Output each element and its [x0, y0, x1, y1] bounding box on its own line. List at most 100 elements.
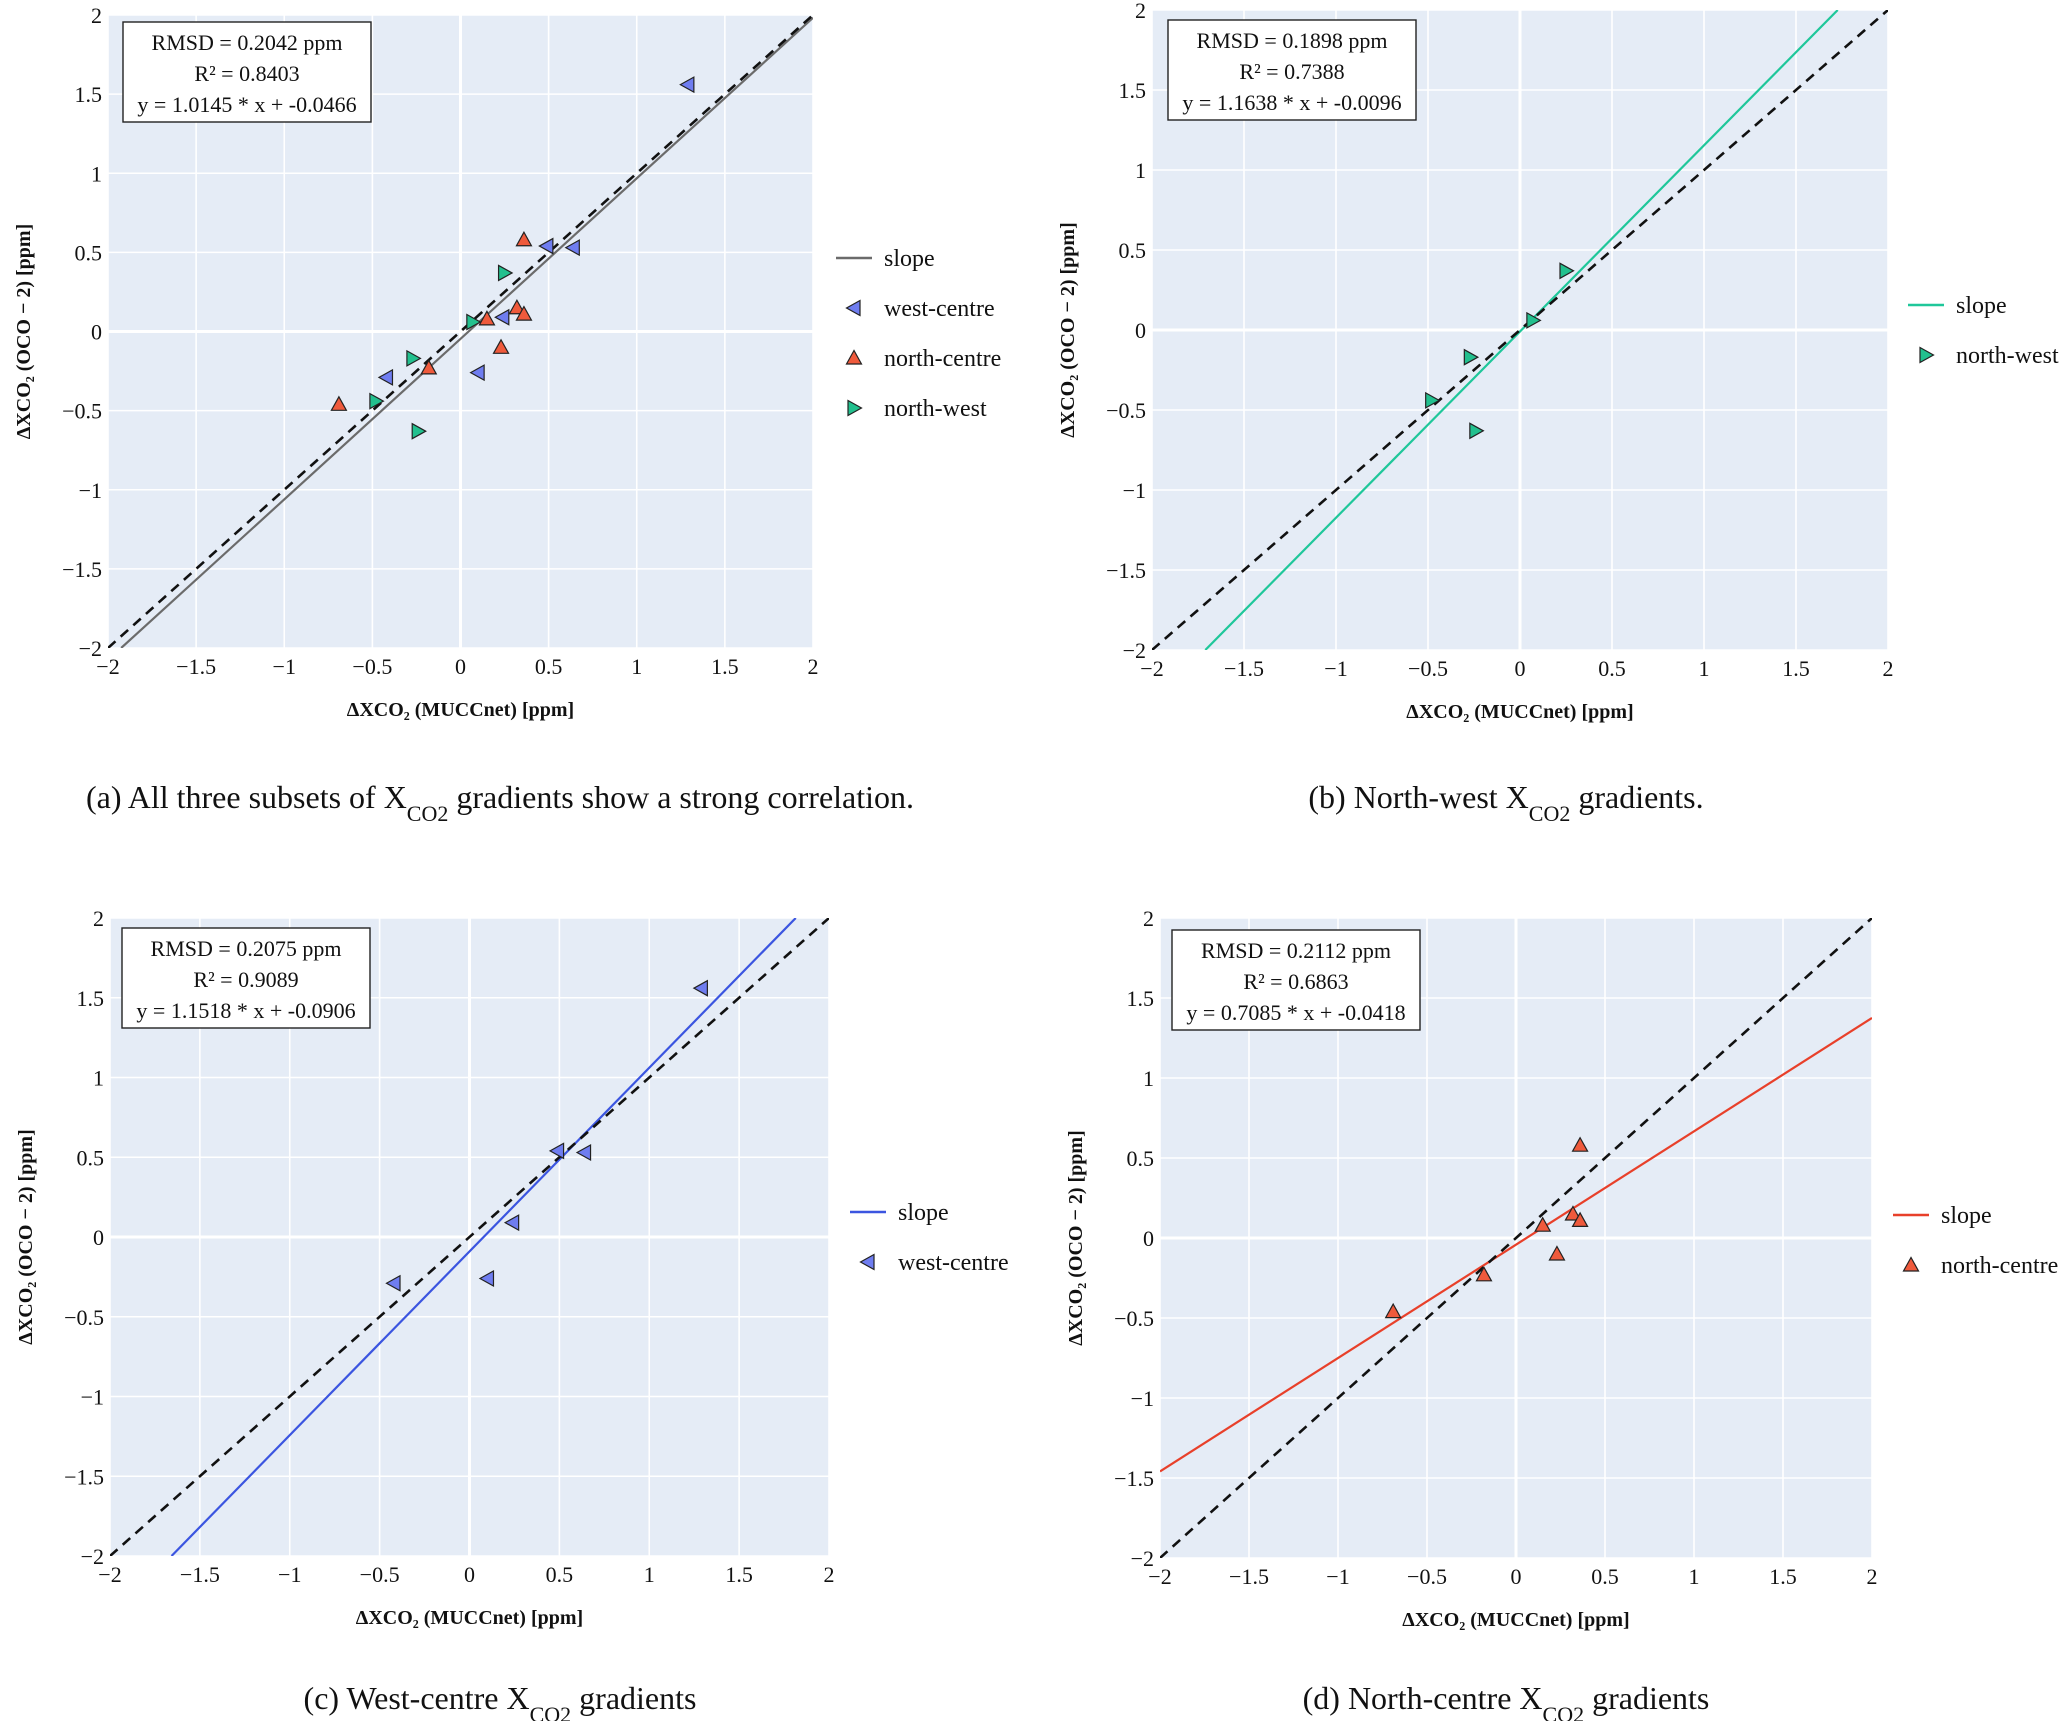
- line-layer: [1152, 10, 1888, 650]
- y-tick-label: −0.5: [1114, 1306, 1154, 1331]
- x-tick-label: −0.5: [1407, 1564, 1447, 1589]
- line-layer: [110, 918, 829, 1556]
- x-tick-label: −1.5: [180, 1562, 220, 1587]
- data-point-north-west: [406, 349, 422, 367]
- x-tick-label: 0: [464, 1562, 475, 1587]
- data-point-west-centre: [494, 308, 510, 326]
- y-tick-label: −2: [79, 636, 102, 661]
- stats-line: y = 1.1518 * x + -0.0906: [136, 998, 355, 1023]
- data-point-west-centre: [679, 76, 695, 94]
- y-tick-label: −2: [81, 1544, 104, 1569]
- stats-line: RMSD = 0.1898 ppm: [1197, 28, 1388, 53]
- data-point-north-west: [466, 313, 482, 331]
- chart-panel-c: −2 −1.5 −1 −0.5 0 0.5 1 1.5 2 −2 −1.5 −1 −0.5 0 0.5 1 1.…: [15, 906, 1009, 1721]
- data-point-north-west: [1469, 422, 1485, 440]
- stats-line: R² = 0.6863: [1243, 969, 1348, 994]
- legend-label: slope: [1956, 293, 2007, 319]
- identity-line: [1160, 918, 1872, 1558]
- legend-label: slope: [1941, 1203, 1992, 1229]
- y-axis-label: ΔXCO₂ (OCO − 2) [ppm]: [1057, 222, 1079, 437]
- data-point-north-centre: [515, 305, 533, 321]
- stats-line: RMSD = 0.2075 ppm: [151, 936, 342, 961]
- chart-panel-d: −2 −1.5 −1 −0.5 0 0.5 1 1.5 2 −2 −1.5 −1 −0.5 0 0.5 1 1.…: [1065, 906, 2058, 1721]
- y-tick-label: −1.5: [1106, 558, 1146, 583]
- slope-line: [120, 16, 813, 648]
- stats-line: y = 1.1638 * x + -0.0096: [1182, 90, 1401, 115]
- caption-text: gradients.: [1570, 779, 1703, 815]
- x-tick-label: −2: [98, 1562, 121, 1587]
- y-tick-label: −1.5: [62, 557, 102, 582]
- caption-text: gradients: [571, 1680, 696, 1716]
- y-tick-label: 2: [1143, 906, 1154, 931]
- legend-label: north-centre: [884, 346, 1001, 372]
- x-tick-label: −2: [1148, 1564, 1171, 1589]
- y-tick-label: 2: [1135, 0, 1146, 23]
- stats-line: R² = 0.8403: [194, 61, 299, 86]
- legend-swatch-north-centre: [1902, 1256, 1920, 1272]
- y-axis-label: ΔXCO₂ (OCO − 2) [ppm]: [1065, 1130, 1087, 1345]
- figure-caption: (d) North-centre XCO2 gradients: [1303, 1680, 1710, 1721]
- stats-box: [121, 927, 371, 1029]
- data-point-north-west: [369, 392, 385, 410]
- data-point-west-centre: [469, 364, 485, 382]
- stats-box: [1167, 19, 1417, 121]
- caption-text: gradients: [1584, 1680, 1709, 1716]
- legend-label: slope: [884, 246, 935, 272]
- y-tick-label: −1: [1123, 478, 1146, 503]
- y-tick-label: −1.5: [1114, 1466, 1154, 1491]
- legend-label: north-centre: [1941, 1253, 2058, 1279]
- y-tick-label: 0: [1135, 318, 1146, 343]
- x-tick-label: −1: [273, 654, 296, 679]
- data-point-north-west: [1425, 391, 1441, 409]
- y-axis-label: ΔXCO₂ (OCO − 2) [ppm]: [15, 1129, 37, 1344]
- data-point-north-centre: [1534, 1216, 1552, 1232]
- chart-panel-a: −2 −1.5 −1 −0.5 0 0.5 1 1.5 2 −2 −1.5 −1 −0.5 0 0.5 1 1.…: [13, 3, 1001, 826]
- x-tick-label: −0.5: [360, 1562, 400, 1587]
- legend-label: west-centre: [898, 1250, 1009, 1276]
- y-tick-label: 0.5: [75, 240, 103, 265]
- x-axis-label: ΔXCO₂ (MUCCnet) [ppm]: [1406, 701, 1633, 723]
- identity-line: [108, 15, 813, 648]
- y-tick-label: −0.5: [1106, 398, 1146, 423]
- stats-line: y = 0.7085 * x + -0.0418: [1186, 1000, 1405, 1025]
- caption-text: (d) North-centre X: [1303, 1680, 1543, 1716]
- x-tick-label: −1.5: [1224, 656, 1264, 681]
- data-point-north-centre: [420, 359, 438, 375]
- legend-swatch-north-centre: [845, 349, 863, 365]
- y-tick-label: 1: [91, 161, 102, 186]
- data-point-north-centre: [1564, 1205, 1582, 1221]
- slope-line: [170, 918, 797, 1556]
- x-tick-label: −1: [1324, 656, 1347, 681]
- y-tick-label: 2: [91, 3, 102, 28]
- x-tick-label: 2: [824, 1562, 835, 1587]
- caption-text: gradients show a strong correlation.: [448, 779, 914, 815]
- stats-line: RMSD = 0.2042 ppm: [152, 30, 343, 55]
- x-tick-label: −1: [1326, 1564, 1349, 1589]
- data-point-north-centre: [330, 395, 348, 411]
- data-point-west-centre: [575, 1143, 592, 1161]
- stats-box: [1171, 929, 1421, 1031]
- y-tick-label: −2: [1131, 1546, 1154, 1571]
- stats-line: y = 1.0145 * x + -0.0466: [137, 92, 356, 117]
- legend-swatch-north-west: [1919, 346, 1935, 364]
- y-tick-label: −2: [1123, 638, 1146, 663]
- x-tick-label: 0.5: [546, 1562, 574, 1587]
- legend-swatch-west-centre: [845, 299, 861, 317]
- y-tick-label: 0: [91, 320, 102, 345]
- x-tick-label: 1.5: [1769, 1564, 1797, 1589]
- figure-caption: (b) North-west XCO2 gradients.: [1308, 779, 1703, 826]
- y-tick-label: −0.5: [62, 399, 102, 424]
- y-tick-label: 2: [93, 906, 104, 931]
- y-tick-label: 1.5: [1119, 78, 1147, 103]
- x-tick-label: 2: [1883, 656, 1894, 681]
- x-tick-label: 1: [1689, 1564, 1700, 1589]
- x-tick-label: 0: [1511, 1564, 1522, 1589]
- data-point-west-centre: [692, 979, 708, 997]
- y-tick-label: 0.5: [1119, 238, 1147, 263]
- y-tick-label: 1: [93, 1066, 104, 1091]
- legend-label: west-centre: [884, 296, 995, 322]
- y-tick-label: 1: [1143, 1066, 1154, 1091]
- data-point-west-centre: [377, 368, 394, 386]
- data-point-north-west: [1526, 311, 1542, 329]
- data-point-west-centre: [385, 1274, 401, 1292]
